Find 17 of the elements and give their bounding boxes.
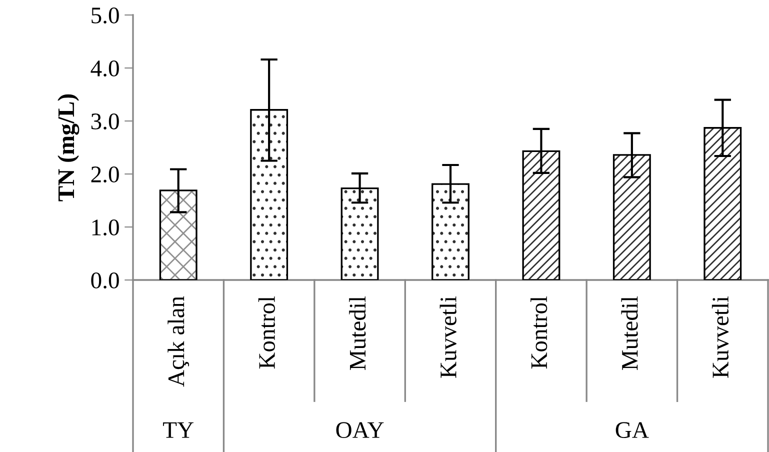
x-tick-label: Mutedil [349,296,366,370]
y-axis-title: TN (mg/L) [58,94,80,202]
x-tick-label: Kuvvetli [712,296,729,378]
y-tick-label: 3.0 [91,113,119,130]
text: TY [163,422,194,438]
y-tick-label: 4.0 [90,60,119,77]
y-tick-label: 2.0 [91,166,119,183]
text: OAY [336,422,384,438]
x-tick-label: Açık alan [168,296,190,387]
x-tick-label: Kontrol [530,296,548,369]
text: GA [616,422,649,438]
y-tick-label: 5.0 [92,7,119,24]
x-tick-label: Kontrol [258,296,275,369]
x-tick-label: Mutedil [621,296,638,370]
y-tick-label: 0.0 [91,272,119,289]
x-tick-label: Kuvvetli [440,296,456,378]
y-tick-label: 1.0 [92,219,119,236]
